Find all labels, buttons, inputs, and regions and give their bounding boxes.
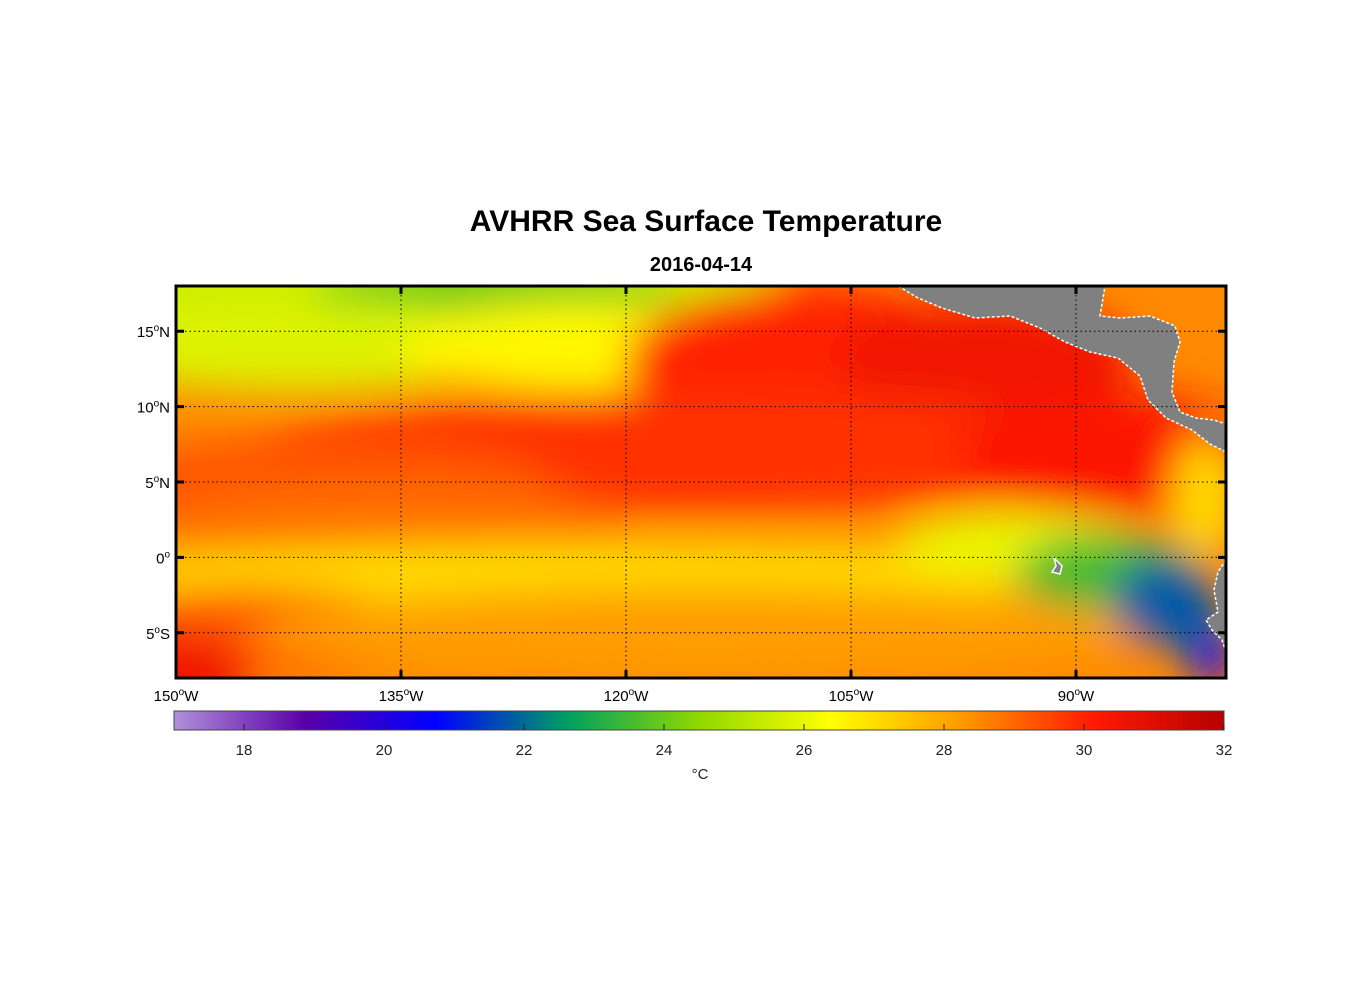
land-layer: [896, 286, 1226, 653]
colorbar-tick-label: 24: [656, 742, 673, 759]
colorbar-tick-label: 32: [1216, 742, 1233, 759]
x-tick-label: 150oW: [154, 687, 200, 705]
sst-region: [1113, 557, 1219, 648]
x-tick-label: 90oW: [1058, 687, 1095, 705]
sst-region: [251, 587, 1151, 678]
colorbar-tick-label: 22: [516, 742, 533, 759]
colorbar-tick-label: 30: [1076, 742, 1093, 759]
sst-field: [176, 286, 1226, 678]
map-title: AVHRR Sea Surface Temperature: [469, 205, 943, 238]
y-tick-label: 5oS: [146, 625, 170, 643]
colorbar-tick-label: 20: [376, 742, 393, 759]
y-axis: 15oN 10oN 5oN 0o 5oS: [137, 323, 1226, 643]
x-tick-label: 135oW: [379, 687, 425, 705]
colorbar-ramp: [173, 710, 1225, 731]
colorbar: 18 20 22 24 26 28 30 32 °C: [173, 710, 1233, 783]
sst-region: [1188, 625, 1226, 678]
sst-region: [176, 632, 251, 678]
sst-region: [956, 391, 1226, 513]
y-tick-label: 5oN: [145, 474, 170, 492]
x-tick-label: 120oW: [604, 687, 650, 705]
y-tick-label: 10oN: [137, 399, 170, 417]
land-mexico-central-america: [896, 286, 1226, 453]
map-subtitle: 2016-04-14: [649, 254, 753, 276]
colorbar-tick-label: 28: [936, 742, 953, 759]
land-galapagos: [1050, 555, 1063, 575]
sst-anomaly-layer: [176, 286, 1226, 678]
x-axis: 150oW 135oW 120oW 105oW 90oW: [154, 286, 1095, 705]
x-tick-label: 105oW: [829, 687, 875, 705]
y-tick-label: 0o: [156, 549, 170, 567]
land-south-america: [1204, 558, 1226, 653]
colorbar-units: °C: [692, 766, 709, 783]
colorbar-ticks: 18 20 22 24 26 28 30 32: [236, 724, 1233, 759]
colorbar-tick-label: 26: [796, 742, 813, 759]
colorbar-tick-label: 18: [236, 742, 253, 759]
sst-region: [1173, 436, 1226, 558]
y-tick-label: 15oN: [137, 323, 170, 341]
